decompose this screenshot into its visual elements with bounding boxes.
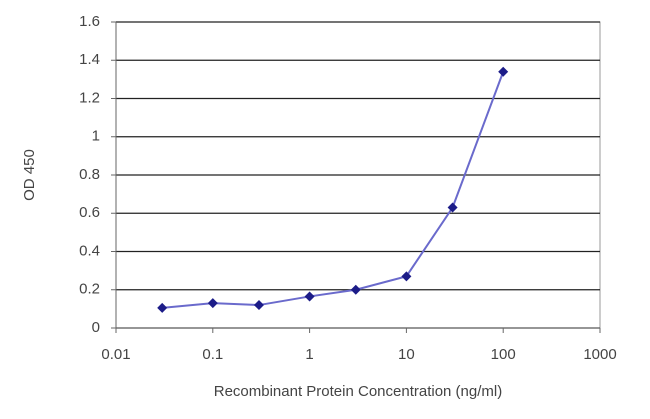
data-point <box>350 284 361 295</box>
data-point <box>207 298 218 309</box>
y-tick-label: 1.6 <box>79 13 100 30</box>
data-point <box>447 202 458 213</box>
data-line <box>162 71 505 309</box>
x-tick-label: 1000 <box>583 346 616 363</box>
y-tick-label: 0.6 <box>79 204 100 221</box>
data-point <box>401 271 412 282</box>
x-axis-label: Recombinant Protein Concentration (ng/ml… <box>214 383 502 400</box>
x-tick-label: 0.01 <box>101 346 130 363</box>
x-tick-label: 10 <box>398 346 415 363</box>
y-tick-label: 1 <box>92 128 100 145</box>
data-point <box>304 291 315 302</box>
y-tick-label: 0.2 <box>79 281 100 298</box>
data-point <box>253 300 264 311</box>
y-tick-label: 1.2 <box>79 89 100 106</box>
x-tick-label: 0.1 <box>202 346 223 363</box>
data-point <box>157 302 168 313</box>
y-tick-label: 0.4 <box>79 242 100 259</box>
data-point <box>498 66 509 77</box>
y-axis-label: OD 450 <box>21 149 38 201</box>
y-tick-label: 0 <box>92 319 100 336</box>
y-tick-label: 1.4 <box>79 51 100 68</box>
x-tick-label: 1 <box>305 346 313 363</box>
y-tick-label: 0.8 <box>79 166 100 183</box>
x-tick-label: 100 <box>491 346 516 363</box>
